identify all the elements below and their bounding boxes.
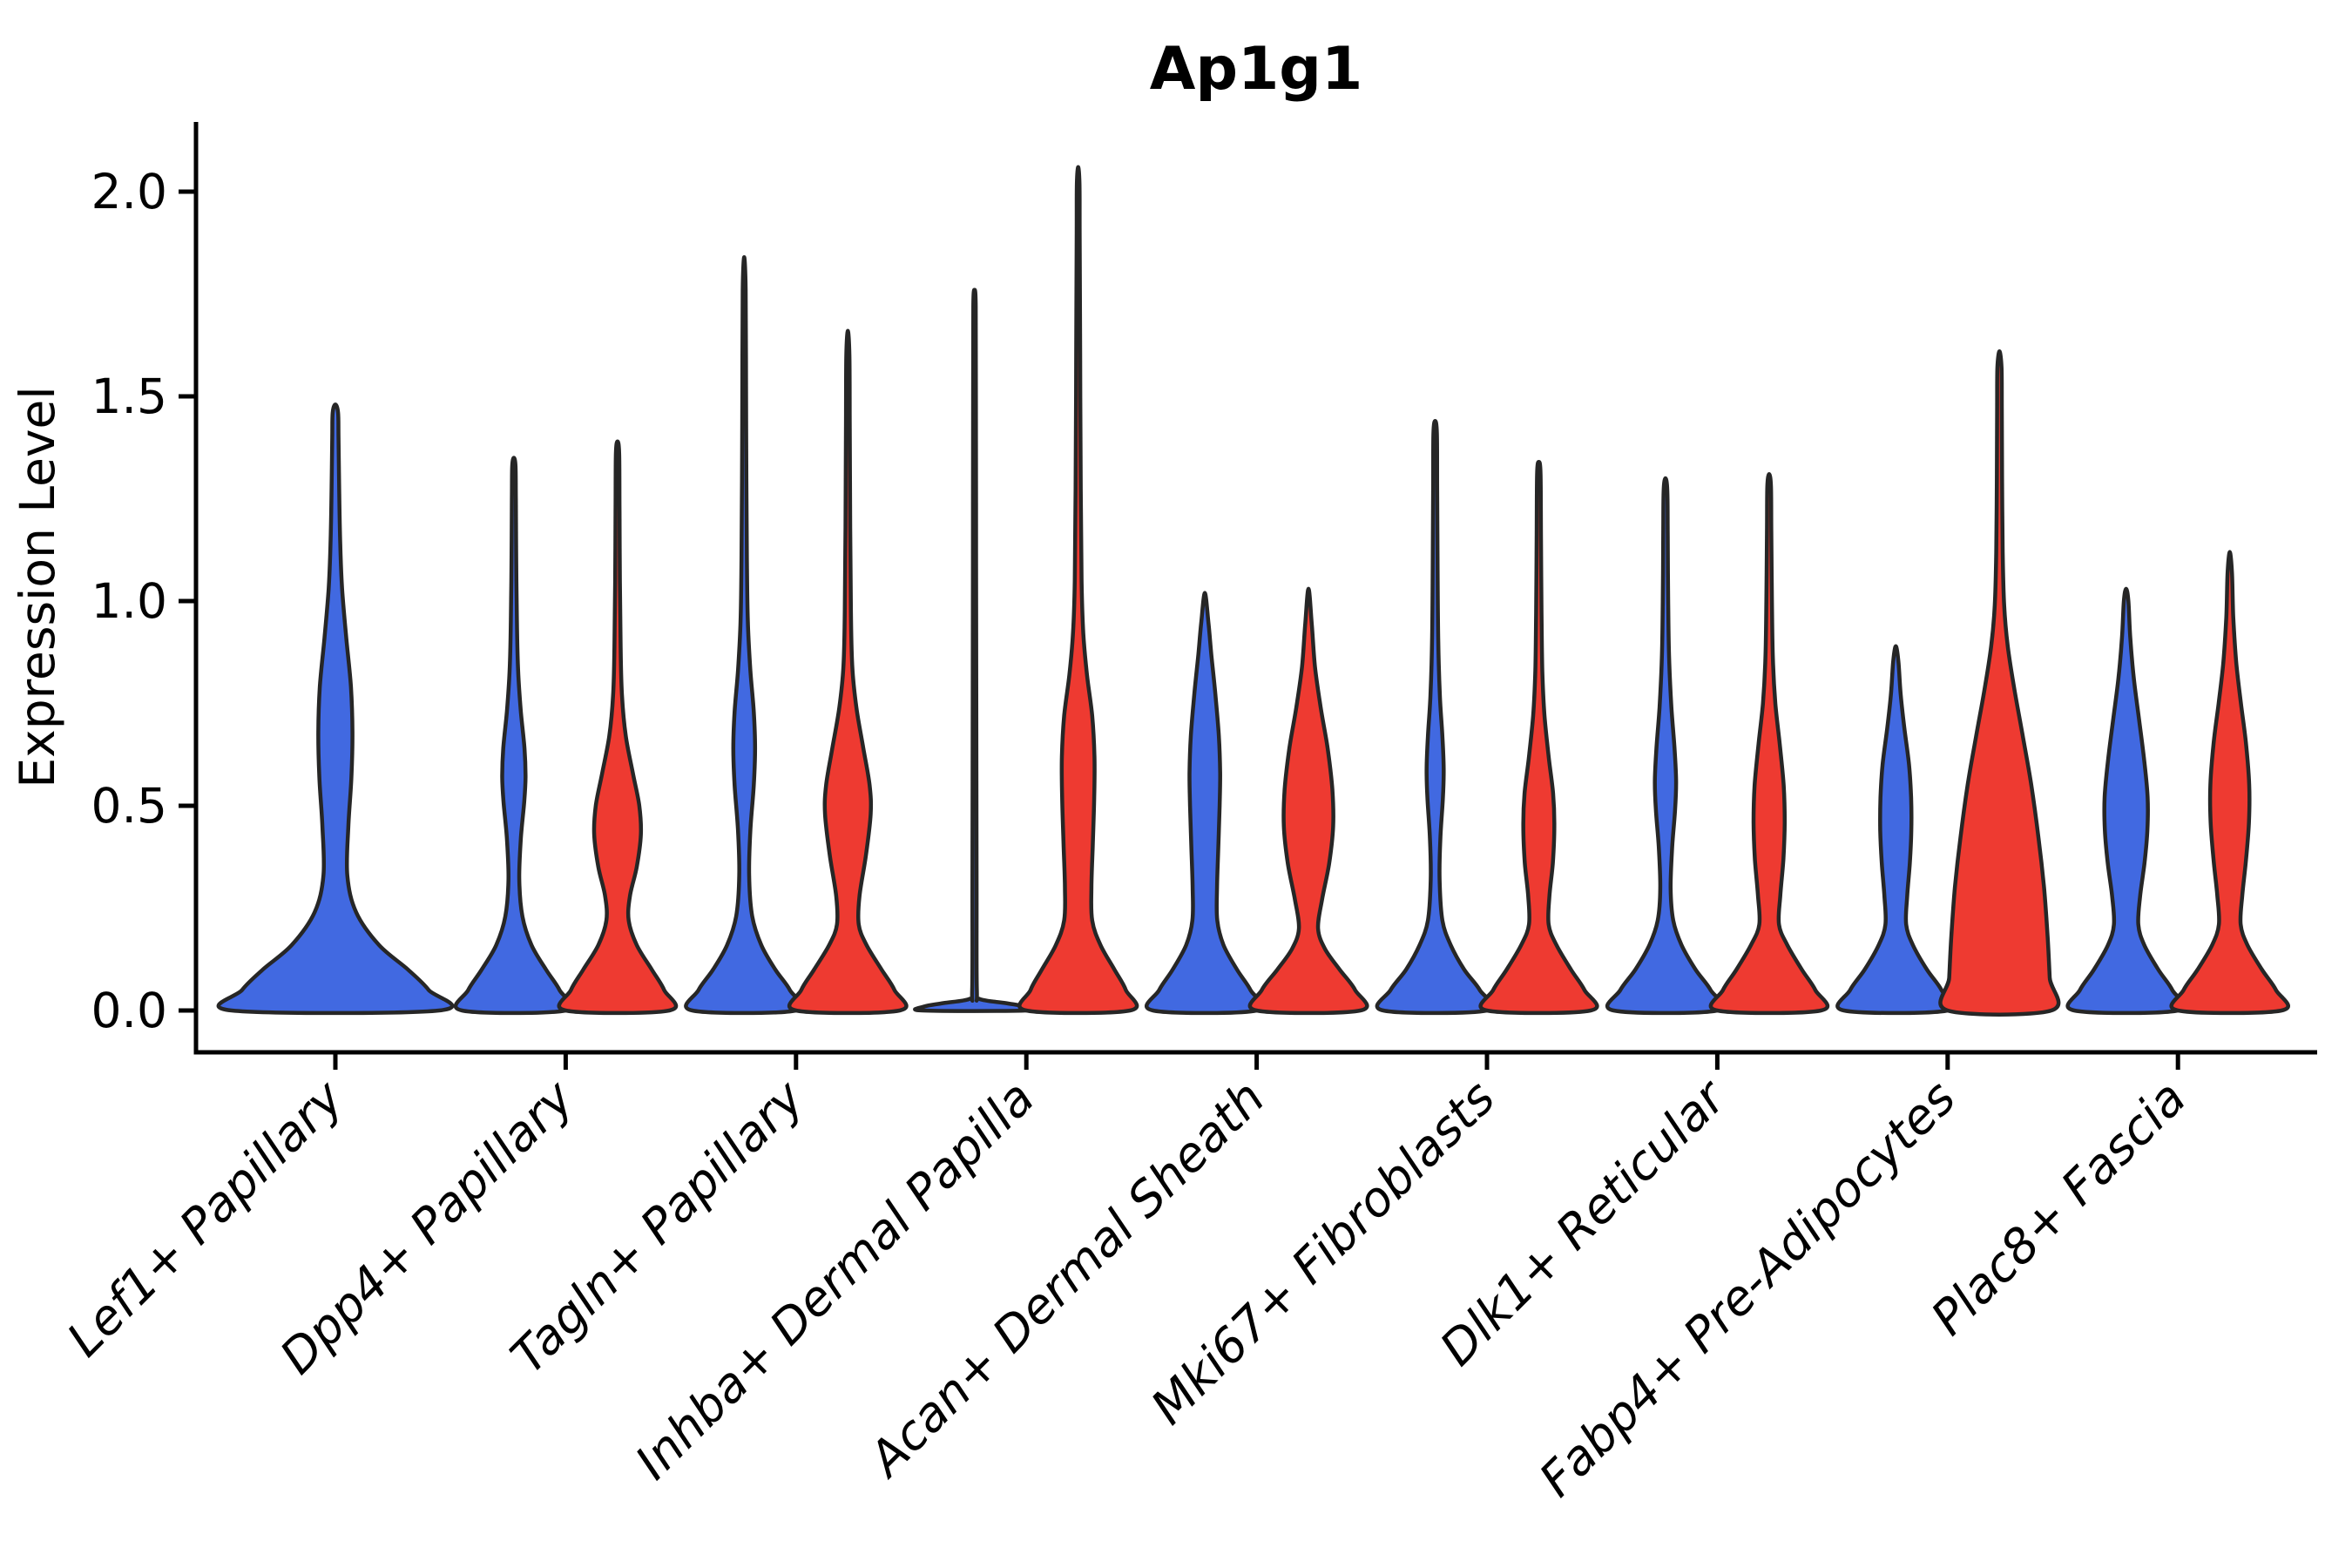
violins-layer (216, 165, 2290, 1017)
violin-plac8-fascia-red (2169, 550, 2290, 1016)
violin-mki67-fibroblasts-blue (1375, 418, 1496, 1016)
x-tick-label-fabp4-pre-adipocytes: Fabp4+ Pre-Adipocytes (1529, 1070, 1966, 1507)
violin-inhba-dermal-papilla-red (1017, 165, 1139, 1016)
violin-acan-dermal-sheath-red (1247, 586, 1369, 1016)
y-tick-label: 1.5 (91, 368, 167, 424)
chart-title: Ap1g1 (1150, 35, 1363, 104)
violin-dpp4-papillary-blue (453, 456, 574, 1016)
violin-dpp4-papillary-red (557, 439, 679, 1016)
violin-dlk1-reticular-blue (1605, 476, 1726, 1016)
violin-tagln-papillary-blue (684, 254, 805, 1016)
y-axis-label: Expression Level (10, 386, 65, 787)
violin-tagln-papillary-red (787, 328, 909, 1016)
y-tick-label: 1.0 (91, 573, 167, 629)
y-tick-label: 0.5 (91, 778, 167, 834)
y-axis-ticks: 0.0 0.5 1.0 1.5 2.0 (91, 164, 196, 1038)
violin-plac8-fascia-blue (2065, 586, 2186, 1016)
x-tick-label-acan-dermal-sheath: Acan+ Dermal Sheath (856, 1070, 1275, 1489)
y-tick-label: 0.0 (91, 983, 167, 1038)
violin-fabp4-pre-adipocytes-blue (1835, 644, 1957, 1016)
violin-inhba-dermal-papilla-blue (913, 287, 1037, 1013)
violin-dlk1-reticular-red (1708, 472, 1830, 1016)
y-tick-label: 2.0 (91, 164, 167, 220)
violin-mki67-fibroblasts-red (1478, 459, 1599, 1016)
violin-acan-dermal-sheath-blue (1145, 591, 1266, 1016)
violin-lef1-papillary-blue (216, 402, 455, 1016)
x-tick-label-inhba-dermal-papilla: Inhba+ Dermal Papilla (625, 1070, 1044, 1490)
violin-fabp4-pre-adipocytes-red (1938, 349, 2061, 1017)
